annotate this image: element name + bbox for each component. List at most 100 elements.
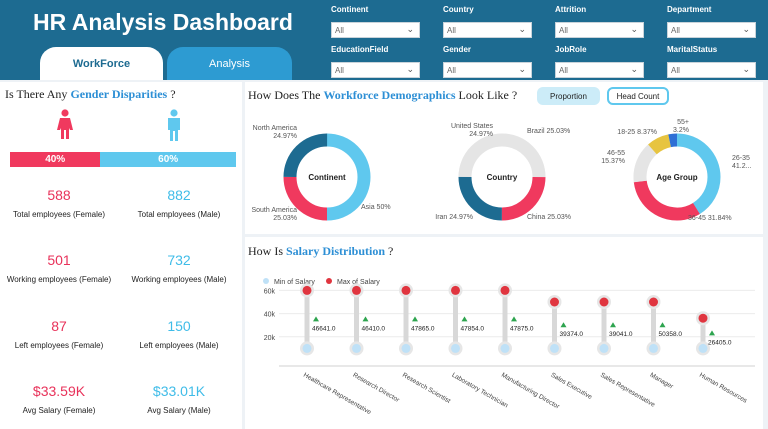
department-select[interactable]: All ⌄ <box>667 22 756 38</box>
stat-label: Left employees (Female) <box>14 341 104 350</box>
up-arrow-icon <box>313 316 319 322</box>
avg-salary-label: 46410.0 <box>362 325 386 332</box>
demographics-donut-charts: Asia 50% South America 25.03% North America… <box>251 119 751 222</box>
donut-center-label: Country <box>487 173 518 182</box>
title-text: ? <box>167 87 176 101</box>
donut-slice-south-america[interactable] <box>283 133 371 221</box>
x-category-label: Manager <box>649 372 675 391</box>
filter-label: Country <box>443 5 474 14</box>
filter-country[interactable]: Country All ⌄ <box>443 5 532 38</box>
select-value: All <box>447 26 456 35</box>
slice-label: 55+ 3.2% <box>673 119 689 134</box>
stat-label: Working employees (Female) <box>6 275 112 284</box>
max-salary-point[interactable] <box>451 285 460 295</box>
stat-value: $33.59K <box>32 383 86 399</box>
filter-jobrole[interactable]: JobRole All ⌄ <box>555 45 644 78</box>
title-highlight: Salary Distribution <box>286 244 386 258</box>
avg-salary-label: 39041.0 <box>609 331 633 338</box>
min-salary-point[interactable] <box>500 343 510 353</box>
stat-label: Total employees (Female) <box>12 210 106 219</box>
chevron-down-icon[interactable]: ⌄ <box>630 24 638 34</box>
salary-panel-title: How Is Salary Distribution ? <box>248 244 393 259</box>
chevron-down-icon[interactable]: ⌄ <box>406 24 414 34</box>
max-salary-point[interactable] <box>599 297 609 307</box>
select-value: All <box>447 66 456 75</box>
chevron-down-icon[interactable]: ⌄ <box>630 64 638 74</box>
stat-value: 732 <box>167 252 191 268</box>
min-salary-point[interactable] <box>649 343 658 353</box>
max-salary-point[interactable] <box>550 297 559 307</box>
filter-continent[interactable]: Continent All ⌄ <box>331 5 420 38</box>
head-count-button[interactable]: Head Count <box>607 87 669 105</box>
stat-value: $33.01K <box>152 383 206 399</box>
country-select[interactable]: All ⌄ <box>443 22 532 38</box>
gender-select[interactable]: All ⌄ <box>443 62 532 78</box>
stat-left-female: 87 Left employees (Female) <box>0 318 118 350</box>
stat-working-female: 501 Working employees (Female) <box>0 252 118 284</box>
chevron-down-icon[interactable]: ⌄ <box>406 64 414 74</box>
stat-label: Total employees (Male) <box>137 210 221 219</box>
stat-working-male: 732 Working employees (Male) <box>120 252 238 284</box>
attrition-select[interactable]: All ⌄ <box>555 22 644 38</box>
min-salary-point[interactable] <box>302 343 312 353</box>
filter-maritalstatus[interactable]: MaritalStatus All ⌄ <box>667 45 756 78</box>
slice-label: 36-45 31.84% <box>688 215 732 222</box>
donut-center-label: Continent <box>308 173 346 182</box>
min-salary-point[interactable] <box>599 343 609 353</box>
jobrole-select[interactable]: All ⌄ <box>555 62 644 78</box>
filter-gender[interactable]: Gender All ⌄ <box>443 45 532 78</box>
min-salary-point[interactable] <box>698 343 708 353</box>
stat-salary-male: $33.01K Avg Salary (Male) <box>120 383 238 415</box>
title-text: How Does The <box>248 88 324 102</box>
avg-salary-label: 50358.0 <box>659 331 683 338</box>
donut-center-label: Age Group <box>656 173 697 182</box>
stat-value: 588 <box>47 187 71 203</box>
maritalstatus-select[interactable]: All ⌄ <box>667 62 756 78</box>
up-arrow-icon <box>560 322 567 328</box>
min-salary-point[interactable] <box>352 343 361 353</box>
max-salary-point[interactable] <box>352 285 361 295</box>
slice-label: China 25.03% <box>527 214 571 221</box>
stat-label: Avg Salary (Female) <box>22 406 96 415</box>
donut-slice-united-states[interactable] <box>458 133 546 221</box>
avg-salary-label: 47854.0 <box>461 325 485 332</box>
proportion-button[interactable]: Proportion <box>537 87 600 105</box>
slice-label: 18-25 8.37% <box>617 129 657 136</box>
filter-department[interactable]: Department All ⌄ <box>667 5 756 38</box>
donut-slice-china[interactable] <box>458 133 546 221</box>
chevron-down-icon[interactable]: ⌄ <box>518 24 526 34</box>
filter-label: Attrition <box>555 5 587 14</box>
max-salary-point[interactable] <box>500 285 510 295</box>
tab-workforce[interactable]: WorkForce <box>40 47 163 80</box>
slice-label: 46-55 15.37% <box>601 150 625 165</box>
filter-educationfield[interactable]: EducationField All ⌄ <box>331 45 420 78</box>
filter-attrition[interactable]: Attrition All ⌄ <box>555 5 644 38</box>
y-tick-label: 40k <box>264 312 276 319</box>
gender-panel-title: Is There Any Gender Disparities ? <box>5 87 176 102</box>
max-salary-point[interactable] <box>401 285 411 295</box>
chevron-down-icon[interactable]: ⌄ <box>742 64 750 74</box>
male-icon <box>168 109 180 141</box>
tab-analysis[interactable]: Analysis <box>167 47 292 80</box>
max-salary-point[interactable] <box>302 285 312 295</box>
select-value: All <box>671 26 680 35</box>
stat-total-male: 882 Total employees (Male) <box>120 187 238 219</box>
min-salary-point[interactable] <box>451 343 460 353</box>
continent-select[interactable]: All ⌄ <box>331 22 420 38</box>
min-salary-point[interactable] <box>401 343 411 353</box>
up-arrow-icon <box>511 316 517 322</box>
max-salary-point[interactable] <box>698 313 708 323</box>
donut-slice-north-america[interactable] <box>283 133 371 221</box>
slice-label: North America 24.97% <box>253 125 297 140</box>
chevron-down-icon[interactable]: ⌄ <box>742 24 750 34</box>
donut-slice-26-35[interactable] <box>633 133 721 221</box>
min-salary-point[interactable] <box>550 343 559 353</box>
max-salary-point[interactable] <box>649 297 658 307</box>
y-tick-label: 20k <box>264 335 276 342</box>
male-share: 60% <box>100 152 236 167</box>
chevron-down-icon[interactable]: ⌄ <box>518 64 526 74</box>
legend-max-label: Max of Salary <box>337 279 380 286</box>
up-arrow-icon <box>362 316 369 322</box>
educationfield-select[interactable]: All ⌄ <box>331 62 420 78</box>
legend-max-marker <box>326 278 332 284</box>
